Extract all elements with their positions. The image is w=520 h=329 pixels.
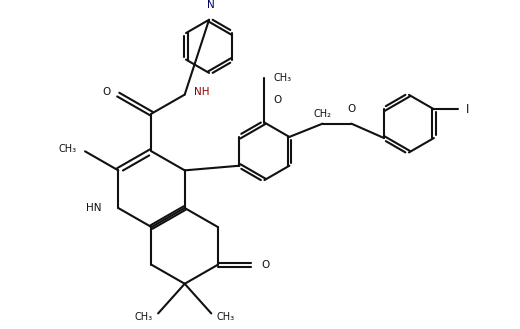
- Text: NH: NH: [194, 88, 210, 97]
- Text: O: O: [274, 95, 281, 105]
- Text: CH₃: CH₃: [135, 312, 153, 322]
- Text: CH₃: CH₃: [217, 312, 235, 322]
- Text: O: O: [347, 104, 356, 114]
- Text: O: O: [102, 88, 110, 97]
- Text: CH₃: CH₃: [59, 144, 77, 154]
- Text: O: O: [261, 260, 269, 270]
- Text: HN: HN: [86, 203, 101, 213]
- Text: CH₃: CH₃: [274, 73, 291, 83]
- Text: I: I: [466, 103, 470, 116]
- Text: CH₂: CH₂: [314, 109, 332, 119]
- Text: N: N: [207, 0, 215, 10]
